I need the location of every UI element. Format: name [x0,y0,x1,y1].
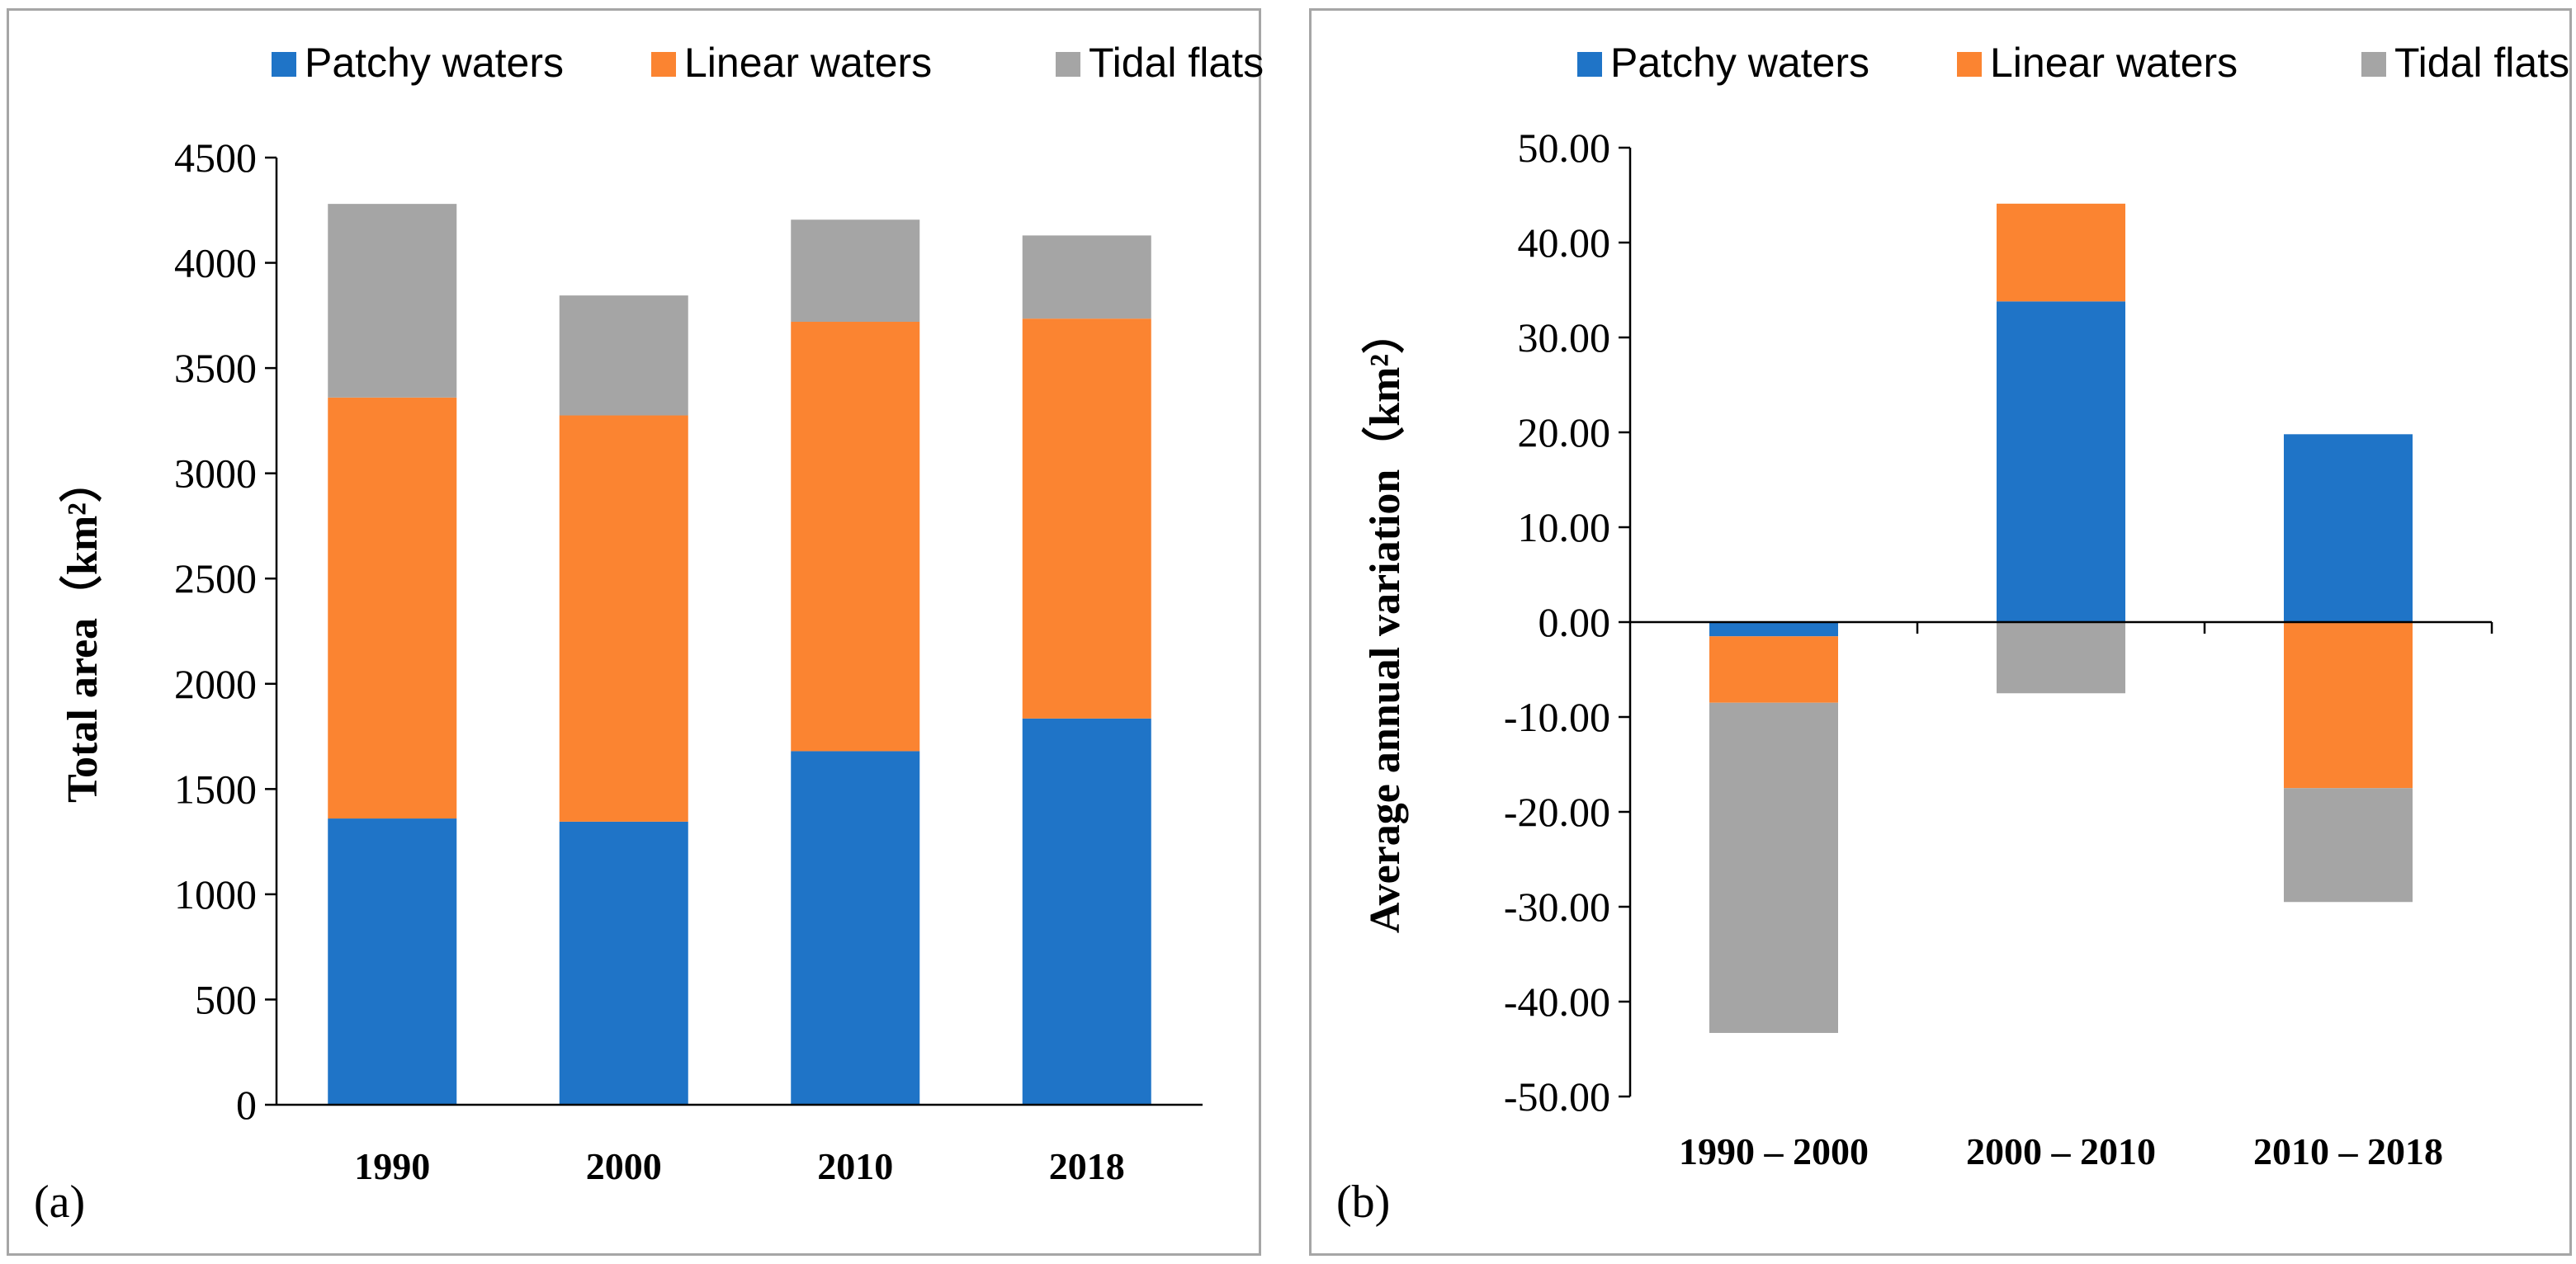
a-legend-label-2: Tidal flats [1089,40,1264,86]
a-bar-linear-waters-0 [328,397,457,819]
b-y-tick-label: 40.00 [1518,219,1611,266]
b-legend-swatch-1 [1957,52,1982,77]
b-legend-label-0: Patchy waters [1610,40,1869,86]
a-bar-linear-waters-3 [1022,318,1151,719]
a-legend-swatch-1 [651,52,676,77]
a-y-tick-label: 4500 [174,134,257,181]
b-x-tick-label: 1990 – 2000 [1679,1130,1869,1172]
b-y-tick-label: -40.00 [1504,979,1610,1025]
a-bar-patchy-waters-1 [559,821,688,1105]
a-bar-patchy-waters-2 [791,751,920,1105]
a-legend-swatch-0 [272,52,296,77]
a-x-tick-label: 2018 [1049,1145,1125,1187]
b-bar-patchy-waters-0 [1709,622,1838,637]
b-bar-tidal-flats-1 [1997,622,2125,694]
a-y-tick-label: 3500 [174,345,257,391]
b-legend-swatch-0 [1577,52,1602,77]
a-y-axis-title: Total area（km²） [59,460,106,803]
b-bar-patchy-waters-2 [2284,434,2413,622]
a-bar-linear-waters-2 [791,321,920,752]
a-panel-label: (a) [34,1177,85,1228]
b-bar-linear-waters-0 [1709,636,1838,703]
b-y-tick-label: -10.00 [1504,694,1610,740]
a-bar-patchy-waters-3 [1022,718,1151,1105]
a-bar-tidal-flats-1 [559,295,688,416]
a-y-tick-label: 2500 [174,555,257,601]
b-y-tick-label: 10.00 [1518,504,1611,550]
b-bar-tidal-flats-0 [1709,702,1838,1033]
a-bar-tidal-flats-0 [328,204,457,398]
a-bar-tidal-flats-3 [1022,235,1151,319]
a-y-tick-label: 2000 [174,661,257,707]
b-bar-patchy-waters-1 [1997,301,2125,622]
a-bar-tidal-flats-2 [791,219,920,322]
b-y-tick-label: -20.00 [1504,789,1610,835]
a-y-tick-label: 1000 [174,871,257,917]
a-x-tick-label: 2010 [817,1145,893,1187]
b-bar-tidal-flats-2 [2284,788,2413,903]
b-panel-label: (b) [1336,1177,1390,1228]
chart-panel-a: Patchy waters Linear waters Tidal flats 0 50… [7,8,1264,1256]
a-bar-linear-waters-1 [559,415,688,822]
a-y-tick-label: 1500 [174,766,257,812]
a-y-tick-label: 0 [236,1082,257,1128]
b-bar-linear-waters-1 [1997,203,2125,302]
a-x-tick-label: 1990 [354,1145,430,1187]
b-y-tick-label: 50.00 [1518,125,1611,171]
a-y-tick-label: 500 [195,976,257,1022]
b-y-tick-label: -50.00 [1504,1073,1610,1120]
chart-a-svg: Patchy waters Linear waters Tidal flats 0 50… [34,40,1264,1228]
b-x-tick-label: 2010 – 2018 [2253,1130,2443,1172]
b-legend-swatch-2 [2361,52,2386,77]
b-y-tick-label: 20.00 [1518,409,1611,455]
b-x-tick-label: 2000 – 2010 [1966,1130,2156,1172]
b-bar-linear-waters-2 [2284,622,2413,789]
a-legend-label-1: Linear waters [684,40,932,86]
a-legend-label-0: Patchy waters [305,40,564,86]
b-legend-label-1: Linear waters [1990,40,2238,86]
b-y-tick-label: 0.00 [1539,599,1611,645]
chart-panel-b: Patchy waters Linear waters Tidal flats -50… [1309,8,2572,1256]
a-y-tick-label: 4000 [174,240,257,286]
a-y-tick-label: 3000 [174,450,257,497]
a-x-tick-label: 2000 [586,1145,662,1187]
a-bar-patchy-waters-0 [328,818,457,1105]
a-legend-swatch-2 [1056,52,1080,77]
b-y-tick-label: -30.00 [1504,884,1610,930]
b-legend-label-2: Tidal flats [2394,40,2569,86]
b-y-axis-title: Average annual variation（km²） [1361,311,1409,933]
chart-b-svg: Patchy waters Linear waters Tidal flats -50… [1336,40,2569,1228]
b-y-tick-label: 30.00 [1518,314,1611,361]
